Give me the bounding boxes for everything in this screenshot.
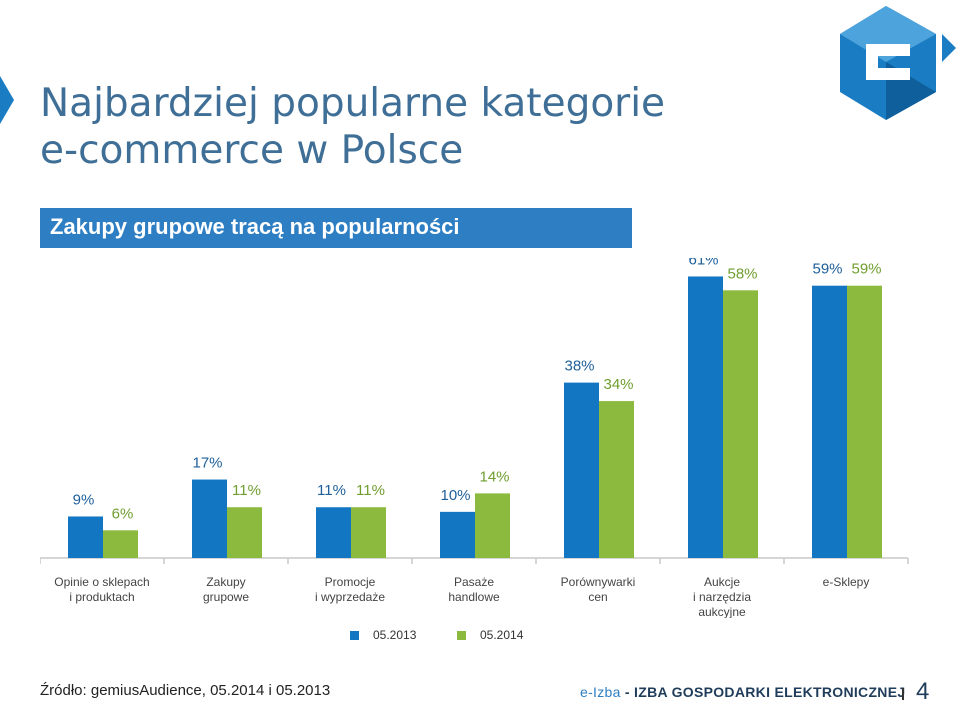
- legend-item-2013: 05.2013: [350, 628, 416, 642]
- data-label: 58%: [727, 265, 757, 282]
- bar-05-2013-1: [192, 479, 227, 558]
- data-label: 9%: [73, 491, 95, 508]
- bar-05-2014-2: [351, 507, 386, 558]
- legend-swatch-2014: [457, 630, 466, 640]
- category-label: grupowe: [203, 590, 249, 604]
- legend-label-2014: 05.2014: [480, 628, 524, 642]
- category-label: aukcyjne: [698, 605, 746, 618]
- category-label: Porównywarki: [561, 575, 636, 589]
- bar-05-2013-4: [564, 382, 599, 558]
- data-label: 11%: [317, 482, 346, 499]
- source-note: Źródło: gemiusAudience, 05.2014 i 05.201…: [40, 682, 331, 699]
- page-title: Najbardziej popularne kategorie e-commer…: [40, 81, 666, 173]
- bar-05-2014-4: [599, 401, 634, 558]
- data-label: 14%: [479, 468, 509, 485]
- category-label: cen: [588, 590, 607, 604]
- bar-05-2014-1: [227, 507, 262, 558]
- footer-brand: e-Izba - IZBA GOSPODARKI ELEKTRONICZNEJ: [580, 684, 905, 700]
- category-label: Pasaże: [454, 575, 494, 589]
- banner-text: Zakupy grupowe tracą na popularności: [50, 214, 460, 239]
- data-label: 59%: [851, 261, 881, 278]
- chart-legend: 05.2013 05.2014: [0, 628, 960, 648]
- category-label: handlowe: [448, 590, 500, 604]
- data-label: 11%: [356, 482, 385, 499]
- category-label: Zakupy: [206, 575, 245, 589]
- footer-brand-prefix: e-Izba: [580, 684, 621, 700]
- data-label: 38%: [564, 358, 594, 375]
- legend-label-2013: 05.2013: [373, 628, 417, 642]
- data-label: 59%: [812, 261, 842, 278]
- category-label: i produktach: [69, 590, 134, 604]
- bar-05-2013-2: [316, 507, 351, 558]
- bar-05-2013-6: [812, 285, 847, 558]
- data-label: 11%: [232, 482, 261, 499]
- bar-05-2014-6: [847, 285, 882, 558]
- bar-05-2014-5: [723, 290, 758, 558]
- subtitle-banner: Zakupy grupowe tracą na popularności: [40, 208, 632, 248]
- data-label: 61%: [688, 258, 718, 268]
- bar-05-2014-0: [103, 530, 138, 558]
- data-label: 10%: [440, 487, 470, 504]
- data-label: 34%: [603, 376, 633, 393]
- bar-05-2013-3: [440, 511, 475, 558]
- footer-separator: [902, 688, 904, 700]
- page-number: 4: [916, 678, 930, 705]
- legend-swatch-2013: [350, 630, 359, 640]
- category-label: i wyprzedaże: [315, 590, 385, 604]
- bar-05-2013-0: [68, 516, 103, 558]
- legend-item-2014: 05.2014: [457, 628, 523, 642]
- data-label: 17%: [192, 455, 222, 472]
- data-label: 6%: [112, 505, 134, 522]
- category-label: i narzędzia: [693, 590, 751, 604]
- footer-brand-name: - IZBA GOSPODARKI ELEKTRONICZNEJ: [620, 684, 906, 700]
- left-arrow-decoration: [0, 76, 14, 124]
- bar-05-2013-5: [688, 276, 723, 558]
- category-label: Promocje: [325, 575, 376, 589]
- category-label: Opinie o sklepach: [54, 575, 149, 589]
- category-label: e-Sklepy: [823, 575, 870, 589]
- bar-05-2014-3: [475, 493, 510, 558]
- e-izba-logo-icon: [840, 6, 956, 120]
- category-label: Aukcje: [704, 575, 740, 589]
